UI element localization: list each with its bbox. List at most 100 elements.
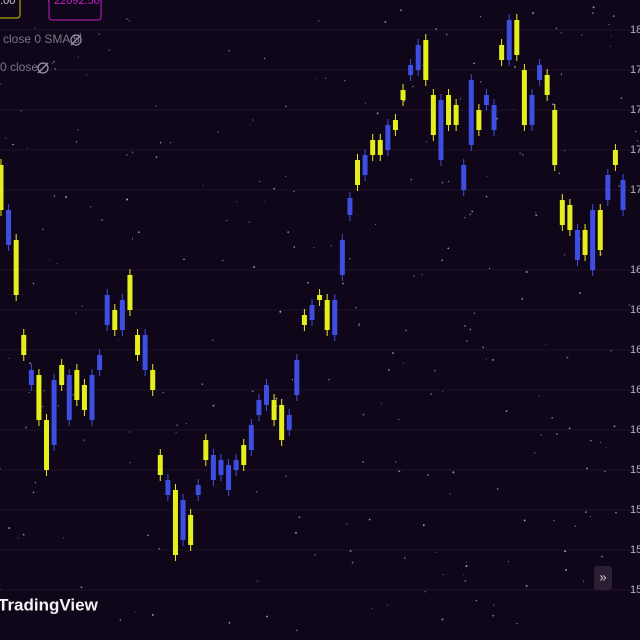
star	[34, 27, 36, 29]
star	[263, 57, 266, 60]
star	[34, 481, 37, 484]
star	[8, 527, 11, 529]
candle-body	[51, 380, 57, 445]
candle-body	[188, 515, 194, 545]
candle-body	[597, 210, 603, 250]
y-tick-label: 16	[630, 264, 640, 276]
star	[77, 56, 79, 58]
star	[279, 310, 282, 313]
star	[98, 33, 100, 35]
star	[427, 474, 429, 476]
hide-icon[interactable]	[70, 34, 82, 46]
star	[464, 580, 467, 582]
star	[285, 175, 287, 178]
star	[28, 391, 30, 394]
y-tick-label: 16	[630, 384, 640, 396]
star	[465, 565, 468, 568]
star	[424, 590, 426, 593]
candle-body	[438, 100, 444, 160]
star	[391, 352, 394, 355]
star	[480, 81, 482, 83]
y-tick-label: 17	[630, 184, 640, 196]
star	[252, 119, 254, 121]
candle-body	[271, 400, 277, 420]
star	[618, 184, 621, 187]
star	[410, 178, 413, 181]
candle-body	[544, 75, 550, 95]
candle-body	[347, 198, 353, 215]
candle-body	[468, 80, 474, 145]
candle-body	[552, 110, 558, 165]
star	[159, 141, 162, 144]
candle-body	[377, 140, 383, 155]
star	[485, 358, 487, 360]
star	[568, 427, 571, 430]
star	[330, 244, 333, 247]
star	[508, 561, 510, 563]
candle-body	[0, 165, 4, 210]
star	[147, 534, 149, 537]
scroll-button[interactable]	[594, 566, 612, 590]
star	[469, 328, 472, 331]
candle-body	[226, 465, 232, 490]
star	[291, 378, 294, 381]
star	[293, 190, 295, 192]
star	[75, 312, 77, 314]
star	[256, 491, 258, 493]
star	[600, 253, 603, 255]
star	[609, 45, 611, 48]
star	[522, 154, 524, 156]
star	[201, 383, 204, 385]
star	[447, 247, 450, 250]
watermark: TradingView	[0, 595, 99, 614]
star	[226, 219, 228, 222]
candle-body	[142, 335, 148, 370]
star	[491, 358, 494, 361]
star	[81, 305, 84, 308]
star	[5, 137, 7, 139]
star	[354, 306, 357, 309]
star	[89, 206, 92, 208]
star	[134, 611, 136, 613]
star	[266, 615, 268, 618]
star	[221, 259, 224, 262]
star	[235, 201, 238, 203]
star	[212, 339, 214, 342]
star	[185, 423, 187, 425]
star	[362, 461, 364, 463]
candle-body	[408, 65, 414, 75]
star	[151, 613, 154, 616]
candle-body	[36, 375, 42, 420]
candle-body	[294, 360, 300, 395]
star	[574, 525, 576, 527]
star	[636, 139, 639, 142]
star	[466, 561, 468, 563]
star	[351, 561, 354, 564]
star	[445, 33, 448, 36]
candle-body	[574, 230, 580, 260]
star	[8, 357, 10, 359]
star	[296, 629, 298, 632]
star	[294, 531, 297, 534]
star	[447, 180, 450, 183]
candle-body	[521, 70, 527, 125]
star	[565, 569, 568, 571]
star	[599, 441, 602, 444]
star	[202, 185, 204, 187]
star	[555, 27, 558, 30]
star	[0, 83, 2, 86]
star	[586, 467, 588, 470]
star	[516, 623, 518, 625]
candle-body	[150, 370, 156, 390]
candle-body	[370, 140, 376, 155]
star	[32, 282, 35, 285]
star	[315, 77, 317, 79]
star	[56, 263, 58, 265]
candle-body	[567, 205, 573, 230]
price-axis: 18 17 17 17 17 16 16 16 16 16 15 15 15 15	[630, 24, 640, 596]
candles	[0, 14, 626, 561]
star	[441, 181, 444, 184]
star	[306, 281, 309, 284]
candle-body	[157, 455, 163, 475]
hide-icon[interactable]	[37, 62, 49, 74]
